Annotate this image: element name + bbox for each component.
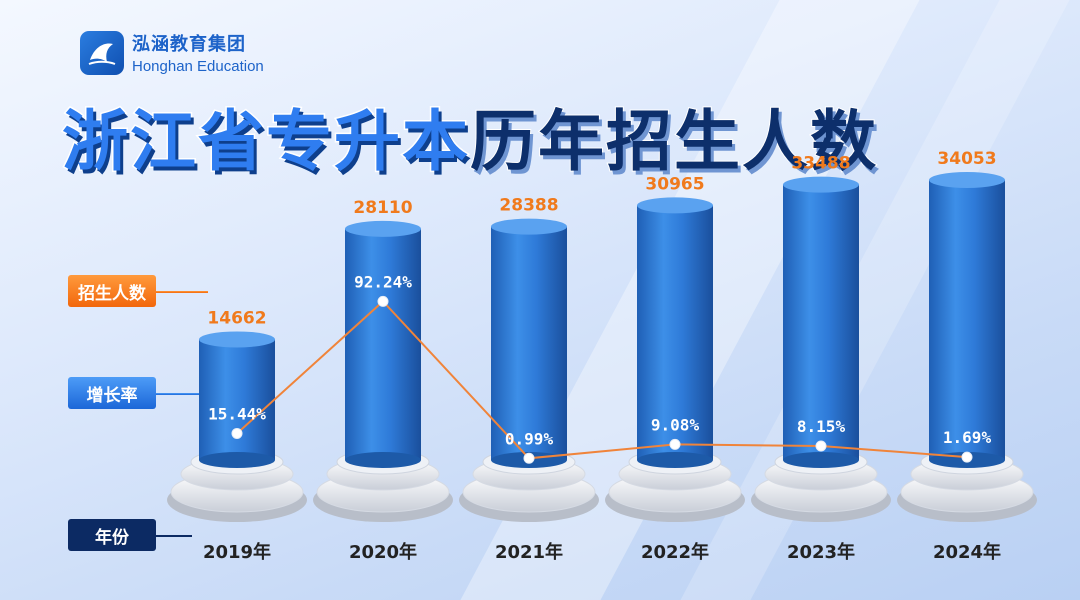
year-tick-label: 2022年: [641, 541, 709, 563]
growth-rate-point: [523, 452, 535, 464]
bar: [929, 180, 1005, 460]
bar-value-label: 28110: [353, 198, 412, 218]
brand-logo: 泓涵教育集团 Honghan Education: [80, 30, 264, 75]
growth-rate-point: [961, 451, 973, 463]
bar-bottom: [199, 452, 275, 468]
growth-rate-point: [377, 295, 389, 307]
bar-top: [637, 197, 713, 214]
growth-rate-label: 9.08%: [651, 415, 700, 434]
bar-top: [491, 218, 567, 235]
legend-growth-rate: 增长率: [68, 377, 156, 409]
growth-rate-label: 1.69%: [943, 428, 992, 447]
bar-top: [199, 331, 275, 348]
bar-bottom: [783, 452, 859, 468]
bar-value-label: 28388: [499, 196, 558, 216]
page-title: 浙江省专升本历年招生人数: [61, 88, 878, 184]
title-part-1: 浙江省专升本: [61, 102, 470, 182]
growth-rate-line: [236, 299, 968, 460]
bar-value-label: 33488: [791, 154, 850, 174]
legend-year-leader: [156, 535, 192, 537]
bar-value-label: 34053: [937, 149, 996, 169]
shark-fin-logo-icon: [80, 30, 124, 75]
legend-growth-leader: [156, 393, 208, 395]
growth-rate-point: [669, 438, 681, 450]
growth-rate-label: 92.24%: [354, 272, 412, 291]
year-tick-label: 2021年: [495, 541, 563, 563]
growth-rate-label: 15.44%: [208, 404, 266, 423]
bar: [345, 228, 421, 460]
year-tick-label: 2024年: [933, 541, 1001, 563]
growth-rate-label: 8.15%: [797, 417, 846, 436]
growth-rate-point: [231, 427, 243, 439]
bar-top: [345, 220, 421, 237]
legend-enrollment: 招生人数: [68, 275, 156, 307]
bar: [637, 205, 713, 460]
growth-rate-point: [815, 440, 827, 452]
bar-bottom: [345, 452, 421, 468]
bar-value-label: 14662: [207, 308, 266, 328]
title-part-2: 历年招生人数: [469, 102, 878, 181]
year-tick-label: 2020年: [349, 541, 417, 563]
brand-name-cn: 泓涵教育集团: [132, 34, 246, 55]
bar-top: [783, 176, 859, 193]
bar-value-label: 30965: [645, 174, 704, 194]
brand-name-en: Honghan Education: [132, 58, 264, 75]
bar: [491, 226, 567, 460]
growth-rate-label: 0.99%: [505, 429, 554, 448]
bar-bottom: [637, 452, 713, 468]
bar: [783, 184, 859, 461]
year-tick-label: 2019年: [203, 541, 271, 563]
bar: [199, 339, 275, 460]
legend-year: 年份: [68, 519, 156, 551]
bar-top: [929, 172, 1005, 188]
legend-enrollment-leader: [156, 291, 208, 293]
year-tick-label: 2023年: [787, 541, 855, 563]
